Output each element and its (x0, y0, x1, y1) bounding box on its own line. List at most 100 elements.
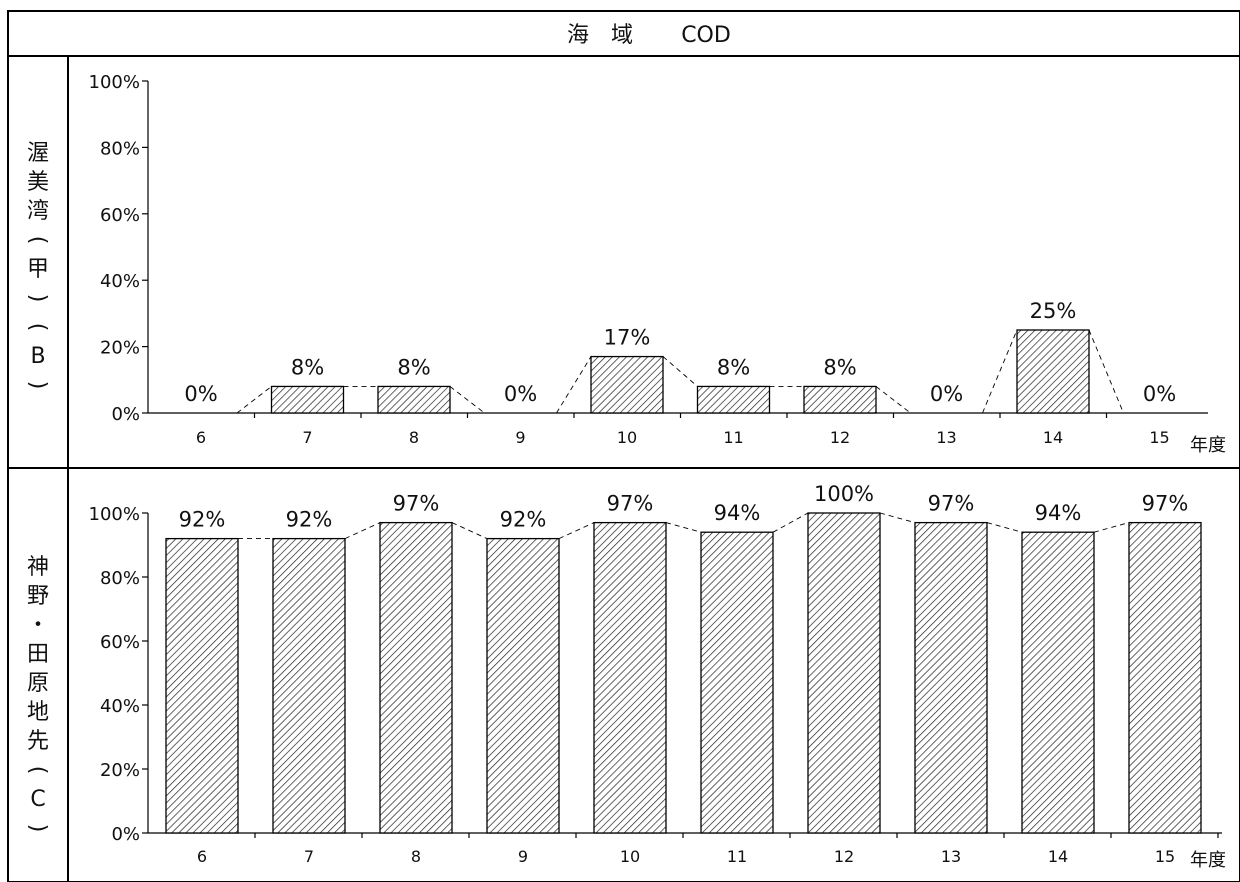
connector-line (665, 522, 702, 533)
x-tick-label: 6 (196, 428, 206, 447)
connector-line (556, 356, 592, 414)
row-label-char: ( (25, 766, 50, 775)
row-label-char: 原 (27, 671, 49, 696)
x-tick-label: 15 (1149, 428, 1169, 447)
row-label-char: 田 (27, 642, 49, 667)
bar (486, 537, 560, 834)
bar (593, 521, 667, 834)
y-tick-label: 20% (100, 760, 140, 781)
connector-line (1093, 522, 1130, 533)
x-tick-label: 6 (197, 847, 207, 866)
row-label-char: ) (25, 381, 50, 390)
row-label-char: 美 (27, 170, 49, 195)
x-tick-label: 11 (727, 847, 747, 866)
row-label-char: ) (25, 294, 50, 303)
data-label: 92% (286, 508, 333, 532)
x-tick-label: 11 (723, 428, 743, 447)
x-tick-label: 8 (411, 847, 421, 866)
data-label: 0% (1143, 382, 1176, 406)
y-tick-label: 80% (100, 568, 140, 589)
connector-line (344, 522, 381, 540)
row-label-char: 神 (27, 555, 49, 580)
connector-line (875, 386, 911, 414)
chart-kamino-tahara: 0% 20% 40% 60% 80% 100% 92% 6 92% 7 97% 8 92% 9 97% 10 9… (89, 482, 1226, 871)
y-tick-label: 40% (100, 271, 140, 292)
y-tick-label: 80% (100, 138, 140, 159)
connector-line (558, 522, 595, 540)
data-label: 17% (604, 326, 651, 350)
connector-line (449, 386, 485, 414)
x-tick-label: 9 (515, 428, 525, 447)
x-tick-label: 8 (409, 428, 419, 447)
x-tick-label: 14 (1048, 847, 1068, 866)
x-tick-label: 10 (617, 428, 637, 447)
bar (696, 385, 771, 414)
y-tick-label: 0% (111, 404, 140, 425)
bar (803, 385, 877, 414)
data-label: 97% (1142, 492, 1189, 516)
row-label-char: ) (25, 824, 50, 833)
bar (1016, 329, 1090, 414)
bar (807, 512, 881, 834)
data-label: 94% (1035, 501, 1082, 525)
x-tick-label: 13 (941, 847, 961, 866)
row-label-char: 野 (27, 584, 49, 609)
x-tick-label: 15 (1155, 847, 1175, 866)
connector-line (1088, 329, 1124, 414)
bar (1128, 521, 1202, 834)
bar (377, 385, 451, 414)
table-title-prefix: 海 域 (567, 23, 633, 48)
data-label: 97% (393, 492, 440, 516)
x-tick-label: 12 (834, 847, 854, 866)
row-label-char: 地 (27, 700, 49, 725)
row-label-atsumi-bay: 渥美湾 (甲) (B) (25, 141, 50, 389)
outer-border (7, 10, 1240, 882)
row-label-char: C (30, 787, 45, 812)
row-label-char: 甲 (27, 257, 49, 282)
table-title-parameter: COD (681, 23, 731, 48)
chart-atsumi-bay: 0%20%40%60%80%100%0%68%78%80%917%108%118… (89, 72, 1226, 456)
x-axis-unit-label: 年度 (1190, 850, 1226, 871)
row-label-char: 先 (27, 729, 49, 754)
row-label-char: ( (25, 236, 50, 245)
data-label: 8% (291, 355, 324, 379)
bar (590, 355, 664, 414)
bar (700, 531, 774, 834)
bar (272, 537, 346, 834)
connector-line (772, 512, 809, 533)
x-tick-label: 13 (936, 428, 956, 447)
bar (379, 521, 453, 834)
connector-line (236, 386, 272, 414)
x-tick-label: 10 (620, 847, 640, 866)
data-label: 0% (184, 382, 217, 406)
data-label: 97% (928, 492, 975, 516)
x-tick-label: 14 (1043, 428, 1063, 447)
y-tick-label: 60% (100, 632, 140, 653)
y-tick-label: 40% (100, 696, 140, 717)
data-label: 25% (1030, 299, 1077, 323)
y-tick-label: 20% (100, 338, 140, 359)
data-label: 8% (823, 355, 856, 379)
row-label-char: 渥 (27, 141, 49, 166)
x-tick-label: 7 (304, 847, 314, 866)
data-label: 8% (397, 355, 430, 379)
data-label: 92% (500, 508, 547, 532)
y-tick-label: 60% (100, 205, 140, 226)
data-label: 0% (930, 382, 963, 406)
y-tick-label: 100% (89, 72, 140, 93)
bar (165, 537, 239, 834)
x-tick-label: 12 (830, 428, 850, 447)
connector-line (982, 329, 1018, 414)
bar (914, 521, 988, 834)
connector-line (662, 356, 698, 387)
x-axis-unit-label: 年度 (1190, 435, 1226, 456)
row-label-char: ・ (27, 613, 49, 638)
y-tick-label: 100% (89, 504, 140, 525)
data-label: 0% (504, 382, 537, 406)
y-tick-label: 0% (111, 824, 140, 845)
data-label: 94% (714, 501, 761, 525)
row-label-char: 湾 (27, 199, 49, 224)
data-label: 92% (179, 508, 226, 532)
